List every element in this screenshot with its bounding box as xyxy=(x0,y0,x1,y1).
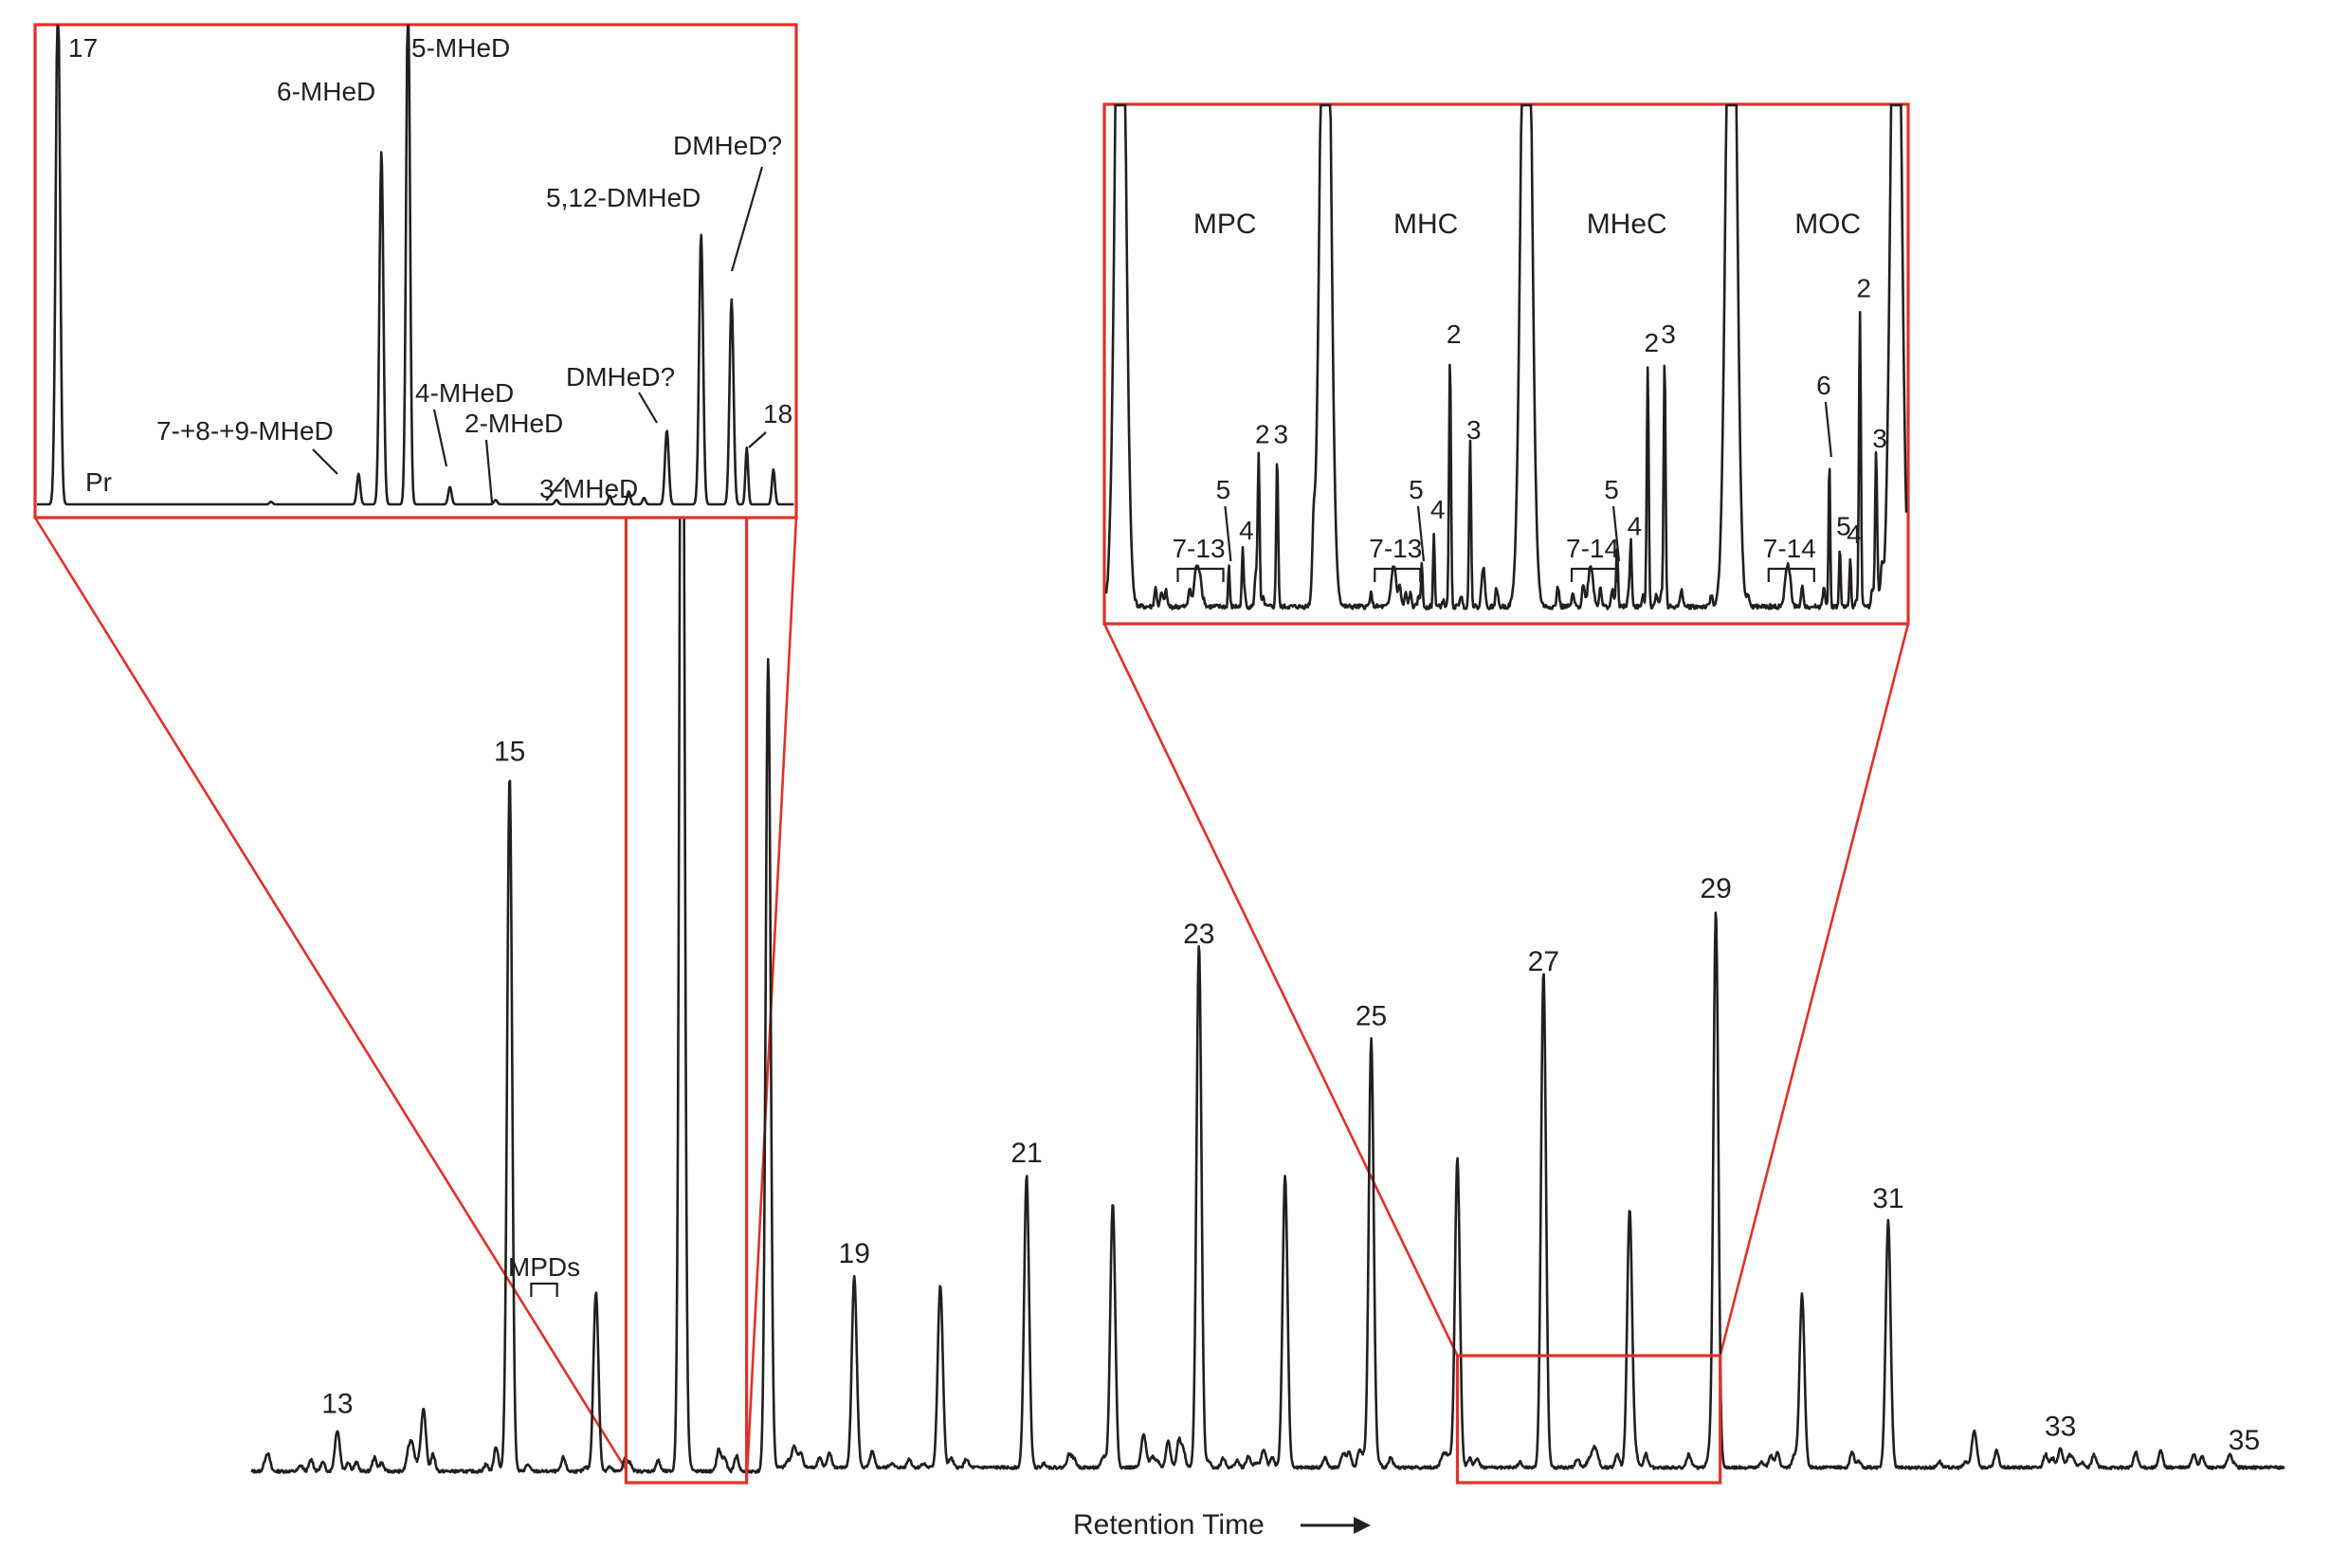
inset-left-peak-label: DMHeD? xyxy=(566,362,675,392)
inset-left-leader xyxy=(484,439,494,503)
inset-right-bracket xyxy=(1374,567,1422,582)
inset-left-peak-label: Pr xyxy=(85,467,112,497)
inset-left-leader xyxy=(545,477,566,501)
inset-right-peak-label: 4 xyxy=(1847,520,1862,549)
inset-right-peak-label: 2 xyxy=(1856,274,1871,303)
main-peak-label: 31 xyxy=(1872,1183,1903,1214)
inset-right-bracket xyxy=(1176,567,1225,582)
main-peak-label: 35 xyxy=(2229,1425,2260,1456)
inset-right-peak-label: 5 xyxy=(1216,475,1231,504)
inset-left-leader xyxy=(432,409,448,467)
inset-right-segment-title: MHC xyxy=(1393,209,1458,240)
inset-left-peak-label: 7-+8-+9-MHeD xyxy=(156,416,334,446)
main-trace xyxy=(250,103,2285,1474)
inset-right-segment-title: MPC xyxy=(1193,209,1257,240)
inset-left-peak-label: DMHeD? xyxy=(673,131,782,160)
inset-right-peak-label: 4 xyxy=(1239,516,1254,545)
inset-right-peak-label: 7-14 xyxy=(1763,534,1816,563)
inset-left-peak-label: 18 xyxy=(763,399,792,428)
inset-left-peak-label: 17 xyxy=(68,33,98,63)
inset-left-peak-label: 5,12-DMHeD xyxy=(546,183,701,212)
zoom-connectors xyxy=(33,517,1910,1484)
inset-right-peak-label: 4 xyxy=(1628,511,1643,540)
inset-right-trace xyxy=(1104,103,1908,611)
inset-right-bracket xyxy=(1767,567,1815,582)
inset-right-peak-label: 3 xyxy=(1466,415,1482,445)
main-peak-label: 15 xyxy=(494,736,525,767)
inset-right-peak-label: 2 xyxy=(1644,328,1659,357)
inset-left-peak-label: 4-MHeD xyxy=(415,378,514,408)
inset-right-peak-label: 3 xyxy=(1274,420,1289,449)
inset-left-leader xyxy=(312,448,338,475)
inset-right-peak-label: 6 xyxy=(1816,371,1831,400)
main-peak-label: 13 xyxy=(321,1389,353,1420)
main-annotations: MPDs xyxy=(508,1252,580,1297)
inset-left-peak-label: 6-MHeD xyxy=(277,77,375,106)
retention-arrow-icon xyxy=(1301,1517,1371,1534)
main-peak-label: 27 xyxy=(1528,946,1559,977)
inset-right-segment-title: MHeC xyxy=(1587,209,1667,240)
inset-left-leader xyxy=(638,392,658,424)
inset-right-leader xyxy=(1611,505,1621,562)
inset-right-leader xyxy=(1224,505,1232,562)
inset-right-peak-label: 5 xyxy=(1604,475,1619,504)
inset-right-peak-label: 2 xyxy=(1447,319,1462,349)
main-peak-label: 33 xyxy=(2045,1412,2076,1443)
inset-right-peak-label: 5 xyxy=(1836,511,1851,540)
main-peak-label: 21 xyxy=(1010,1138,1042,1169)
inset-left-leader xyxy=(748,431,767,448)
mpds-bracket xyxy=(530,1282,558,1297)
inset-right-bracket xyxy=(1570,567,1619,582)
inset-right-peak-label: 4 xyxy=(1430,495,1446,524)
zoom-box-right xyxy=(1455,1354,1722,1485)
mpds-label: MPDs xyxy=(508,1252,580,1282)
main-peak-label: 23 xyxy=(1183,919,1214,950)
inset-right-frame xyxy=(1102,102,1910,626)
inset-right-peak-label: 5 xyxy=(1409,475,1424,504)
inset-left-peak-label: 2-MHeD xyxy=(464,409,563,438)
inset-right-peak-label: 2 xyxy=(1255,420,1270,449)
inset-right-leader xyxy=(1416,505,1426,562)
inset-right-peak-label: 7-14 xyxy=(1566,534,1619,563)
inset-left-peak-label: 5-MHeD xyxy=(411,33,510,63)
inset-left: 17 Pr 7-+8-+9-MHeD 6-MHeD 5-MHeD 4-MHeD2-MHeD… xyxy=(33,23,798,520)
zoom-connector-right-a xyxy=(1102,623,1459,1357)
zoom-connector-right-b xyxy=(1719,623,1910,1357)
inset-right-peak-label: 3 xyxy=(1872,424,1887,453)
main-peak-label: 29 xyxy=(1700,873,1731,904)
main-peak-label: 25 xyxy=(1356,1001,1387,1032)
inset-right-peak-label: 3 xyxy=(1661,319,1676,349)
inset-left-trace xyxy=(36,24,794,506)
inset-left-peak-label: 3-MHeD xyxy=(539,474,638,503)
zoom-connector-left-a xyxy=(33,517,628,1470)
inset-right-peak-label: 7-13 xyxy=(1172,534,1225,563)
x-axis-label: Retention Time xyxy=(1073,1509,1265,1541)
inset-right-segment-title: MOC xyxy=(1794,209,1861,240)
inset-right-leader xyxy=(1824,401,1832,458)
main-peak-label: 19 xyxy=(839,1238,870,1269)
inset-right-peak-label: 7-13 xyxy=(1369,534,1422,563)
inset-left-leader xyxy=(730,166,764,272)
inset-left-labels: 17 Pr 7-+8-+9-MHeD 6-MHeD 5-MHeD 4-MHeD2-MHeD… xyxy=(68,33,792,503)
inset-left-frame xyxy=(33,23,798,520)
